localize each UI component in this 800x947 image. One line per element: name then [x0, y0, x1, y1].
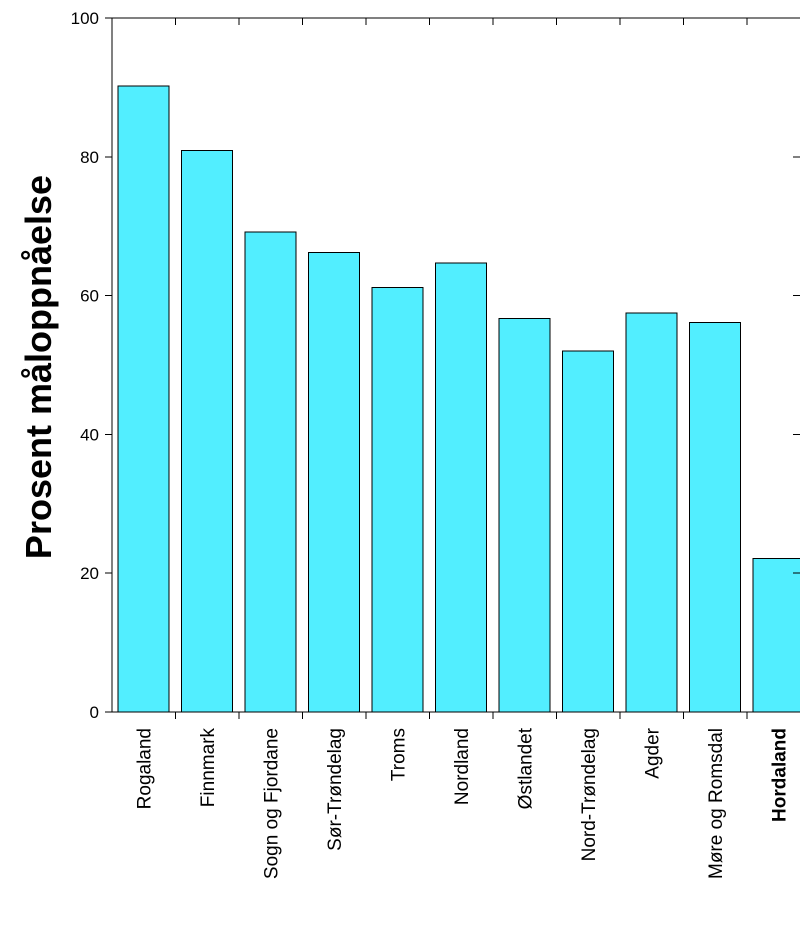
y-tick-label: 20	[80, 564, 99, 583]
x-tick-label-østlandet: Østlandet	[516, 727, 537, 809]
bar-troms	[371, 286, 424, 713]
x-tick-label-sogn-og-fjordane: Sogn og Fjordane	[262, 728, 283, 879]
bar-sogn-og-fjordane	[244, 231, 297, 713]
x-tick-label-agder: Agder	[643, 727, 664, 778]
ticks-layer	[105, 17, 800, 719]
x-tick-label-sør-trøndelag: Sør-Trøndelag	[325, 728, 346, 851]
y-tick-label: 60	[80, 287, 99, 306]
bar-rogaland	[117, 85, 170, 713]
y-tick-label: 0	[90, 703, 99, 722]
axes-layer	[111, 17, 800, 713]
y-axis-title: Prosent måloppnåelse	[18, 175, 59, 559]
x-tick-label-nordland: Nordland	[452, 728, 473, 805]
x-tick-label-rogaland: Rogaland	[135, 728, 156, 809]
x-tick-label-troms: Troms	[389, 728, 410, 781]
bar-østlandet	[498, 318, 551, 713]
y-tick-label: 100	[71, 9, 99, 28]
x-tick-label-hordaland: Hordaland	[770, 728, 791, 822]
bar-hordaland	[752, 558, 800, 713]
bar-nord-trøndelag	[562, 350, 614, 713]
bar-møre-og-romsdal	[689, 322, 741, 713]
bar-agder	[625, 312, 678, 713]
x-tick-label-nord-trøndelag: Nord-Trøndelag	[579, 728, 600, 861]
y-tick-label: 80	[80, 148, 99, 167]
bar-finnmark	[181, 150, 233, 713]
bar-nordland	[435, 262, 487, 713]
x-tick-label-møre-og-romsdal: Møre og Romsdal	[706, 728, 727, 879]
bar-sør-trøndelag	[308, 252, 360, 713]
y-tick-label: 40	[80, 425, 99, 444]
bars-layer	[117, 85, 800, 713]
labels-layer: 0 20 40 60 80 100 Rogaland Finnmark Sogn og Fjor…	[71, 9, 791, 879]
x-tick-label-finnmark: Finnmark	[198, 728, 219, 808]
